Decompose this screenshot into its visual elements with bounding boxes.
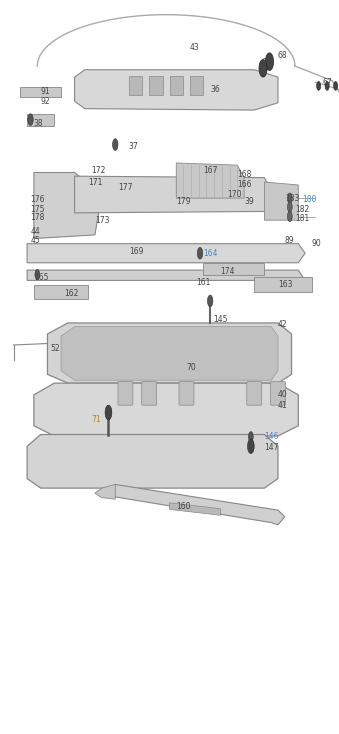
Circle shape <box>35 269 40 280</box>
Text: 145: 145 <box>214 315 228 324</box>
Text: 38: 38 <box>34 119 43 128</box>
Circle shape <box>28 114 33 126</box>
Text: 181: 181 <box>295 214 309 223</box>
FancyBboxPatch shape <box>247 382 262 405</box>
Polygon shape <box>95 484 115 499</box>
Text: 92: 92 <box>41 97 50 106</box>
Text: 173: 173 <box>95 216 109 225</box>
Text: 68: 68 <box>278 51 287 59</box>
Text: 69: 69 <box>261 58 271 67</box>
Polygon shape <box>254 277 312 292</box>
Text: 179: 179 <box>176 197 191 206</box>
Polygon shape <box>170 503 220 515</box>
Text: 42: 42 <box>278 320 287 329</box>
Text: 146: 146 <box>264 432 279 441</box>
Polygon shape <box>176 163 244 198</box>
Text: 161: 161 <box>197 278 211 287</box>
Text: 182: 182 <box>295 205 309 214</box>
Circle shape <box>317 81 321 90</box>
Circle shape <box>287 211 292 222</box>
Polygon shape <box>27 270 305 280</box>
Polygon shape <box>203 263 264 275</box>
Text: 169: 169 <box>129 247 143 255</box>
Text: 180: 180 <box>302 195 316 204</box>
Circle shape <box>265 53 274 70</box>
Polygon shape <box>75 176 271 213</box>
Polygon shape <box>170 76 183 95</box>
Text: 170: 170 <box>227 190 242 199</box>
Text: 167: 167 <box>203 166 218 175</box>
Circle shape <box>207 295 213 307</box>
Text: 164: 164 <box>203 249 218 258</box>
Polygon shape <box>34 383 298 436</box>
Circle shape <box>259 59 267 77</box>
Text: 176: 176 <box>31 195 45 204</box>
Text: 90: 90 <box>312 239 322 248</box>
FancyBboxPatch shape <box>142 382 157 405</box>
Text: 52: 52 <box>51 344 60 353</box>
Text: 70: 70 <box>186 363 196 371</box>
Text: 168: 168 <box>237 170 252 179</box>
Text: 162: 162 <box>64 289 79 298</box>
Text: 163: 163 <box>278 280 293 289</box>
Polygon shape <box>129 76 142 95</box>
Text: 177: 177 <box>119 183 133 192</box>
Text: 171: 171 <box>88 178 102 186</box>
Text: 91: 91 <box>41 87 50 96</box>
Polygon shape <box>20 87 61 97</box>
Text: 37: 37 <box>129 142 139 151</box>
Polygon shape <box>27 244 305 263</box>
Polygon shape <box>47 323 292 383</box>
Circle shape <box>325 81 329 90</box>
Circle shape <box>247 439 254 454</box>
Text: 178: 178 <box>31 214 45 222</box>
Circle shape <box>113 139 118 150</box>
Polygon shape <box>149 76 163 95</box>
Text: 43: 43 <box>190 43 200 52</box>
Text: 44: 44 <box>31 227 40 236</box>
Polygon shape <box>75 70 278 110</box>
Text: 36: 36 <box>210 85 220 94</box>
Circle shape <box>197 247 203 259</box>
Polygon shape <box>190 76 203 95</box>
Text: 71: 71 <box>92 415 101 424</box>
Circle shape <box>248 432 253 442</box>
Text: 172: 172 <box>92 166 106 175</box>
Polygon shape <box>27 114 54 126</box>
FancyBboxPatch shape <box>271 382 285 405</box>
Text: 89: 89 <box>285 236 294 245</box>
Circle shape <box>287 193 292 203</box>
Text: 41: 41 <box>278 401 287 410</box>
Text: 147: 147 <box>264 443 279 452</box>
Circle shape <box>287 202 292 212</box>
Circle shape <box>334 81 338 90</box>
Text: 67: 67 <box>322 78 332 87</box>
Text: 165: 165 <box>34 273 48 282</box>
Text: 39: 39 <box>244 197 254 206</box>
Text: 183: 183 <box>285 194 299 203</box>
Text: 45: 45 <box>31 236 40 244</box>
Text: 174: 174 <box>220 267 235 276</box>
Polygon shape <box>61 327 278 380</box>
Polygon shape <box>34 285 88 299</box>
FancyBboxPatch shape <box>118 382 133 405</box>
Text: 160: 160 <box>176 502 191 511</box>
FancyBboxPatch shape <box>179 382 194 405</box>
Text: 175: 175 <box>31 205 45 214</box>
Polygon shape <box>27 435 278 488</box>
Text: 40: 40 <box>278 390 288 399</box>
Polygon shape <box>264 182 298 220</box>
Text: 166: 166 <box>237 181 252 189</box>
Circle shape <box>105 405 112 420</box>
Polygon shape <box>108 484 285 525</box>
Polygon shape <box>34 172 102 239</box>
